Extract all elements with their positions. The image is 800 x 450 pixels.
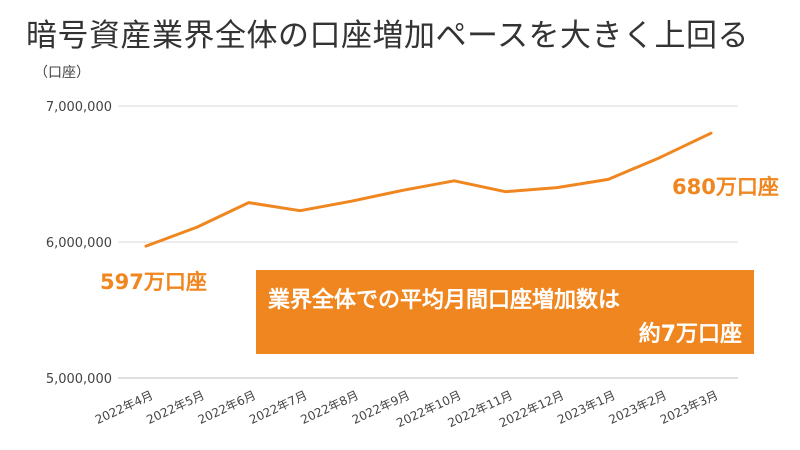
y-tick-label: 7,000,000: [46, 100, 112, 115]
start-value-callout: 597万口座: [100, 270, 207, 294]
y-axis-unit-label: （口座）: [34, 65, 90, 81]
banner-line-1: 業界全体での平均月間口座増加数は: [268, 288, 621, 313]
x-tick-label: 2023年2月: [607, 388, 669, 427]
average-increase-banner: 業界全体での平均月間口座増加数は 約7万口座: [256, 270, 754, 354]
x-tick-label: 2023年3月: [658, 388, 720, 427]
x-tick-label: 2022年8月: [298, 388, 360, 427]
banner-line-2: 約7万口座: [638, 322, 742, 347]
y-tick-label: 6,000,000: [46, 236, 112, 251]
x-tick-label: 2023年1月: [555, 388, 617, 427]
x-tick-label: 2022年6月: [196, 388, 258, 427]
series-line: [144, 131, 713, 248]
end-value-callout: 680万口座: [672, 175, 779, 199]
x-tick-label: 2022年5月: [144, 388, 206, 427]
y-tick-label: 5,000,000: [46, 372, 112, 387]
chart-title: 暗号資産業界全体の口座増加ペースを大きく上回る: [26, 18, 749, 54]
x-tick-label: 2022年7月: [247, 388, 309, 427]
x-tick-label: 2022年4月: [93, 388, 155, 427]
